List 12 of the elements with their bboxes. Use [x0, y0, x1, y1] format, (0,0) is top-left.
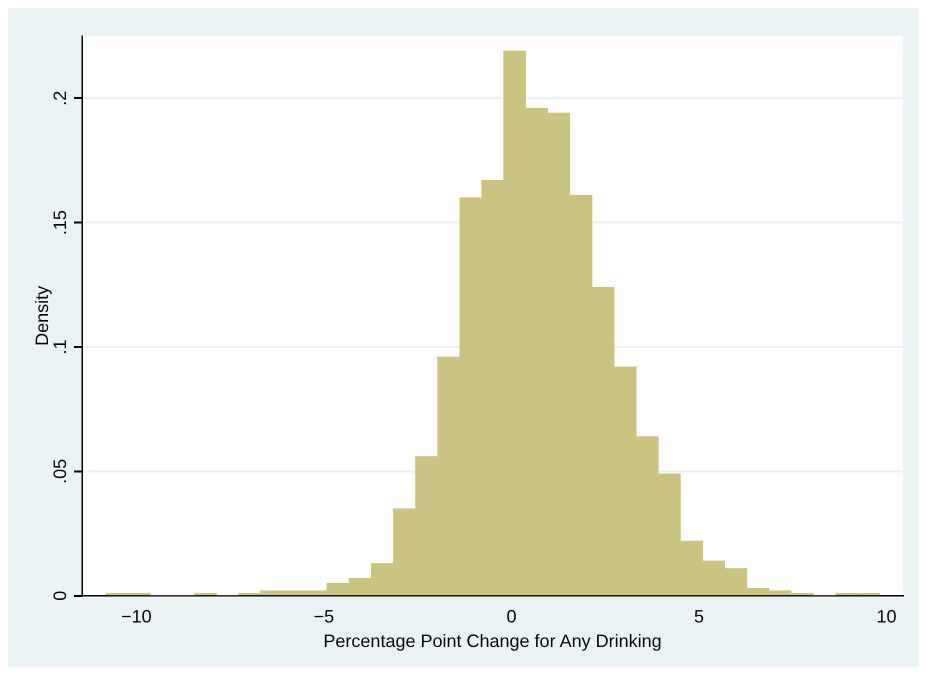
- y-tick-label: .2: [50, 90, 70, 106]
- y-tick-label: 0: [50, 590, 70, 601]
- x-tick-label: −10: [121, 606, 152, 627]
- x-tick-label: −5: [314, 606, 334, 627]
- x-tick-label: 10: [876, 606, 897, 627]
- x-tick-label: 5: [694, 606, 704, 627]
- x-tick-label: 0: [506, 606, 516, 627]
- y-tick-label: .05: [50, 458, 70, 484]
- x-axis-title: Percentage Point Change for Any Drinking: [323, 631, 662, 652]
- y-tick-label: .15: [50, 210, 70, 236]
- y-tick-label: .1: [50, 339, 70, 355]
- y-axis-title: Density: [32, 286, 52, 346]
